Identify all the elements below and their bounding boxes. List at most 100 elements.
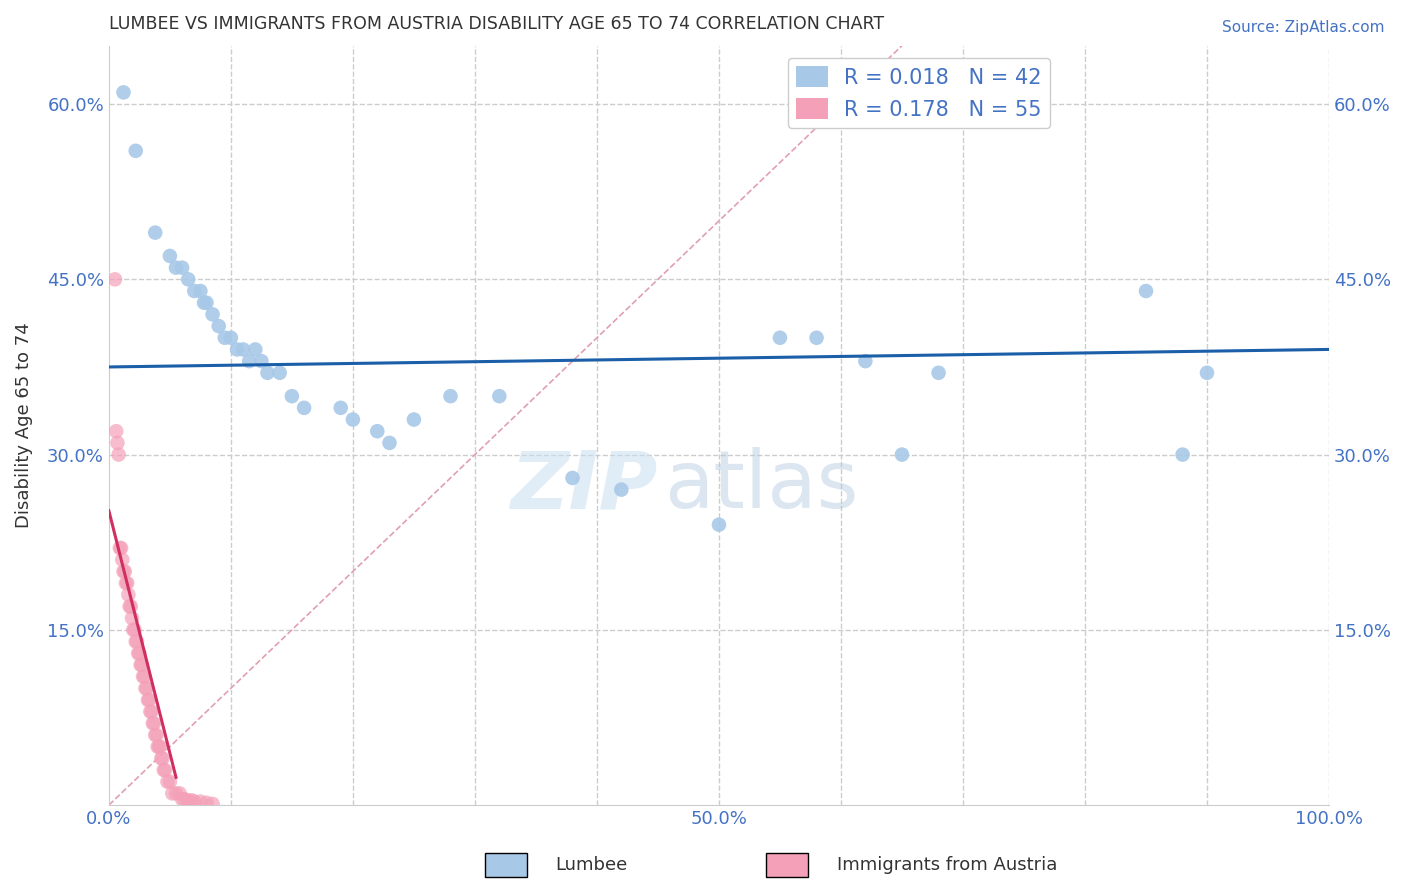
Point bbox=[115, 576, 138, 591]
Point bbox=[145, 728, 167, 742]
Point bbox=[439, 389, 461, 403]
Point bbox=[125, 144, 148, 158]
Point bbox=[146, 739, 169, 754]
Point bbox=[120, 599, 142, 614]
Point bbox=[134, 681, 156, 696]
Point bbox=[201, 797, 224, 811]
Text: ZIP: ZIP bbox=[510, 447, 658, 525]
Text: Lumbee: Lumbee bbox=[555, 856, 627, 874]
Point bbox=[269, 366, 291, 380]
Point bbox=[329, 401, 352, 415]
Text: atlas: atlas bbox=[664, 447, 859, 525]
Point bbox=[112, 565, 135, 579]
Point bbox=[143, 226, 166, 240]
Point bbox=[183, 284, 205, 298]
Point bbox=[891, 448, 914, 462]
Point bbox=[152, 751, 174, 765]
Point bbox=[112, 86, 135, 100]
Point bbox=[159, 774, 181, 789]
Point bbox=[129, 657, 152, 672]
Point bbox=[104, 272, 127, 286]
Point bbox=[1171, 448, 1194, 462]
Point bbox=[366, 424, 388, 438]
Point bbox=[707, 517, 730, 532]
Point bbox=[806, 331, 828, 345]
Text: Source: ZipAtlas.com: Source: ZipAtlas.com bbox=[1222, 20, 1385, 35]
Point bbox=[250, 354, 273, 368]
Point bbox=[156, 774, 179, 789]
Point bbox=[118, 599, 141, 614]
Point bbox=[108, 541, 131, 555]
Text: Immigrants from Austria: Immigrants from Austria bbox=[837, 856, 1057, 874]
Point bbox=[125, 634, 148, 648]
Point bbox=[180, 793, 202, 807]
Point bbox=[149, 739, 172, 754]
Point bbox=[1195, 366, 1218, 380]
Point bbox=[136, 693, 159, 707]
Point bbox=[561, 471, 583, 485]
Point bbox=[190, 795, 212, 809]
FancyBboxPatch shape bbox=[766, 853, 808, 878]
Point bbox=[245, 343, 267, 357]
Point bbox=[107, 448, 129, 462]
Point bbox=[292, 401, 315, 415]
Point bbox=[134, 669, 156, 683]
Point bbox=[610, 483, 633, 497]
Point bbox=[132, 669, 155, 683]
Point bbox=[195, 295, 218, 310]
Point bbox=[165, 786, 187, 800]
Point bbox=[124, 623, 146, 637]
Point bbox=[195, 796, 218, 810]
Point bbox=[769, 331, 792, 345]
Text: LUMBEE VS IMMIGRANTS FROM AUSTRIA DISABILITY AGE 65 TO 74 CORRELATION CHART: LUMBEE VS IMMIGRANTS FROM AUSTRIA DISABI… bbox=[108, 15, 884, 33]
Point bbox=[488, 389, 510, 403]
Point bbox=[138, 693, 160, 707]
Point bbox=[378, 436, 401, 450]
Point bbox=[169, 786, 191, 800]
Point bbox=[214, 331, 236, 345]
Point bbox=[402, 412, 425, 426]
Point bbox=[110, 541, 132, 555]
Point bbox=[150, 751, 173, 765]
Point bbox=[165, 260, 187, 275]
Point bbox=[152, 763, 174, 777]
Point bbox=[143, 716, 166, 731]
Point bbox=[256, 366, 278, 380]
Y-axis label: Disability Age 65 to 74: Disability Age 65 to 74 bbox=[15, 323, 32, 528]
Point bbox=[172, 792, 194, 806]
Point bbox=[142, 716, 165, 731]
Point bbox=[226, 343, 249, 357]
Point bbox=[928, 366, 950, 380]
Point bbox=[162, 786, 184, 800]
Point bbox=[201, 307, 224, 321]
Legend: R = 0.018   N = 42, R = 0.178   N = 55: R = 0.018 N = 42, R = 0.178 N = 55 bbox=[789, 58, 1050, 128]
Point bbox=[853, 354, 876, 368]
Point bbox=[238, 354, 260, 368]
Point bbox=[135, 681, 157, 696]
Point bbox=[342, 412, 364, 426]
Point bbox=[117, 588, 139, 602]
Point bbox=[281, 389, 304, 403]
Point bbox=[105, 424, 128, 438]
Point bbox=[115, 576, 138, 591]
Point bbox=[111, 553, 134, 567]
Point bbox=[232, 343, 254, 357]
Point bbox=[190, 284, 212, 298]
Point bbox=[208, 319, 231, 334]
Point bbox=[141, 705, 163, 719]
Point bbox=[131, 657, 153, 672]
Point bbox=[148, 739, 170, 754]
Point bbox=[177, 793, 200, 807]
FancyBboxPatch shape bbox=[485, 853, 527, 878]
Point bbox=[193, 295, 215, 310]
Point bbox=[173, 792, 195, 806]
Point bbox=[172, 260, 194, 275]
Point bbox=[127, 646, 149, 660]
Point bbox=[125, 634, 148, 648]
Point bbox=[114, 565, 136, 579]
Point bbox=[143, 728, 166, 742]
Point bbox=[139, 705, 162, 719]
Point bbox=[1135, 284, 1157, 298]
Point bbox=[159, 249, 181, 263]
Point bbox=[128, 646, 150, 660]
